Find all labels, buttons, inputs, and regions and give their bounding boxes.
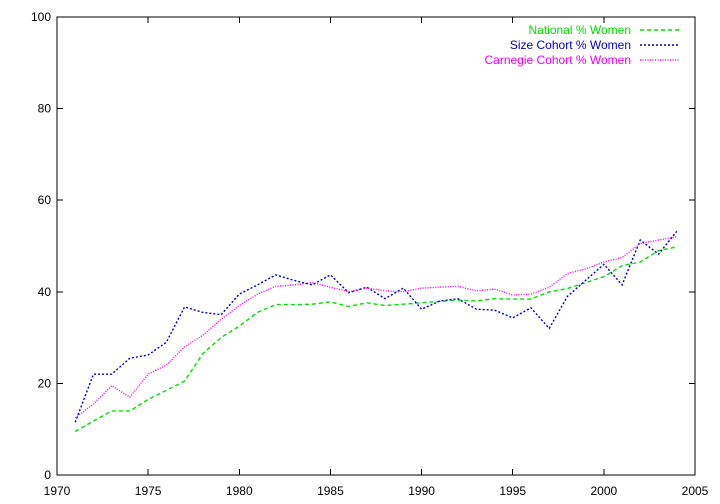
x-tick-label: 1995: [499, 484, 526, 498]
series-line-2: [74, 236, 677, 419]
y-tick-label: 60: [38, 193, 52, 207]
x-tick-label: 1980: [226, 484, 253, 498]
x-tick-label: 1990: [408, 484, 435, 498]
y-tick-label: 20: [38, 376, 52, 390]
x-tick-label: 1970: [44, 484, 71, 498]
series-line-0: [74, 246, 677, 433]
series-lines: [74, 230, 678, 433]
y-tick-label: 40: [38, 285, 52, 299]
x-tick-label: 2005: [682, 484, 709, 498]
legend-label-1: Size Cohort % Women: [510, 38, 631, 52]
y-tick-label: 100: [31, 10, 51, 24]
series-line-1: [74, 230, 678, 423]
y-tick-label: 0: [44, 468, 51, 482]
y-tick-label: 80: [38, 102, 52, 116]
x-tick-label: 1985: [317, 484, 344, 498]
plot-frame: [56, 16, 696, 476]
legend-label-2: Carnegie Cohort % Women: [484, 53, 631, 67]
axes: 1970 1975 1980 1985 1990 1995 2000 2005 0 20 40 60 8…: [31, 10, 709, 498]
x-tick-label: 2000: [591, 484, 618, 498]
x-tick-label: 1975: [135, 484, 162, 498]
legend-label-0: National % Women: [529, 23, 632, 37]
